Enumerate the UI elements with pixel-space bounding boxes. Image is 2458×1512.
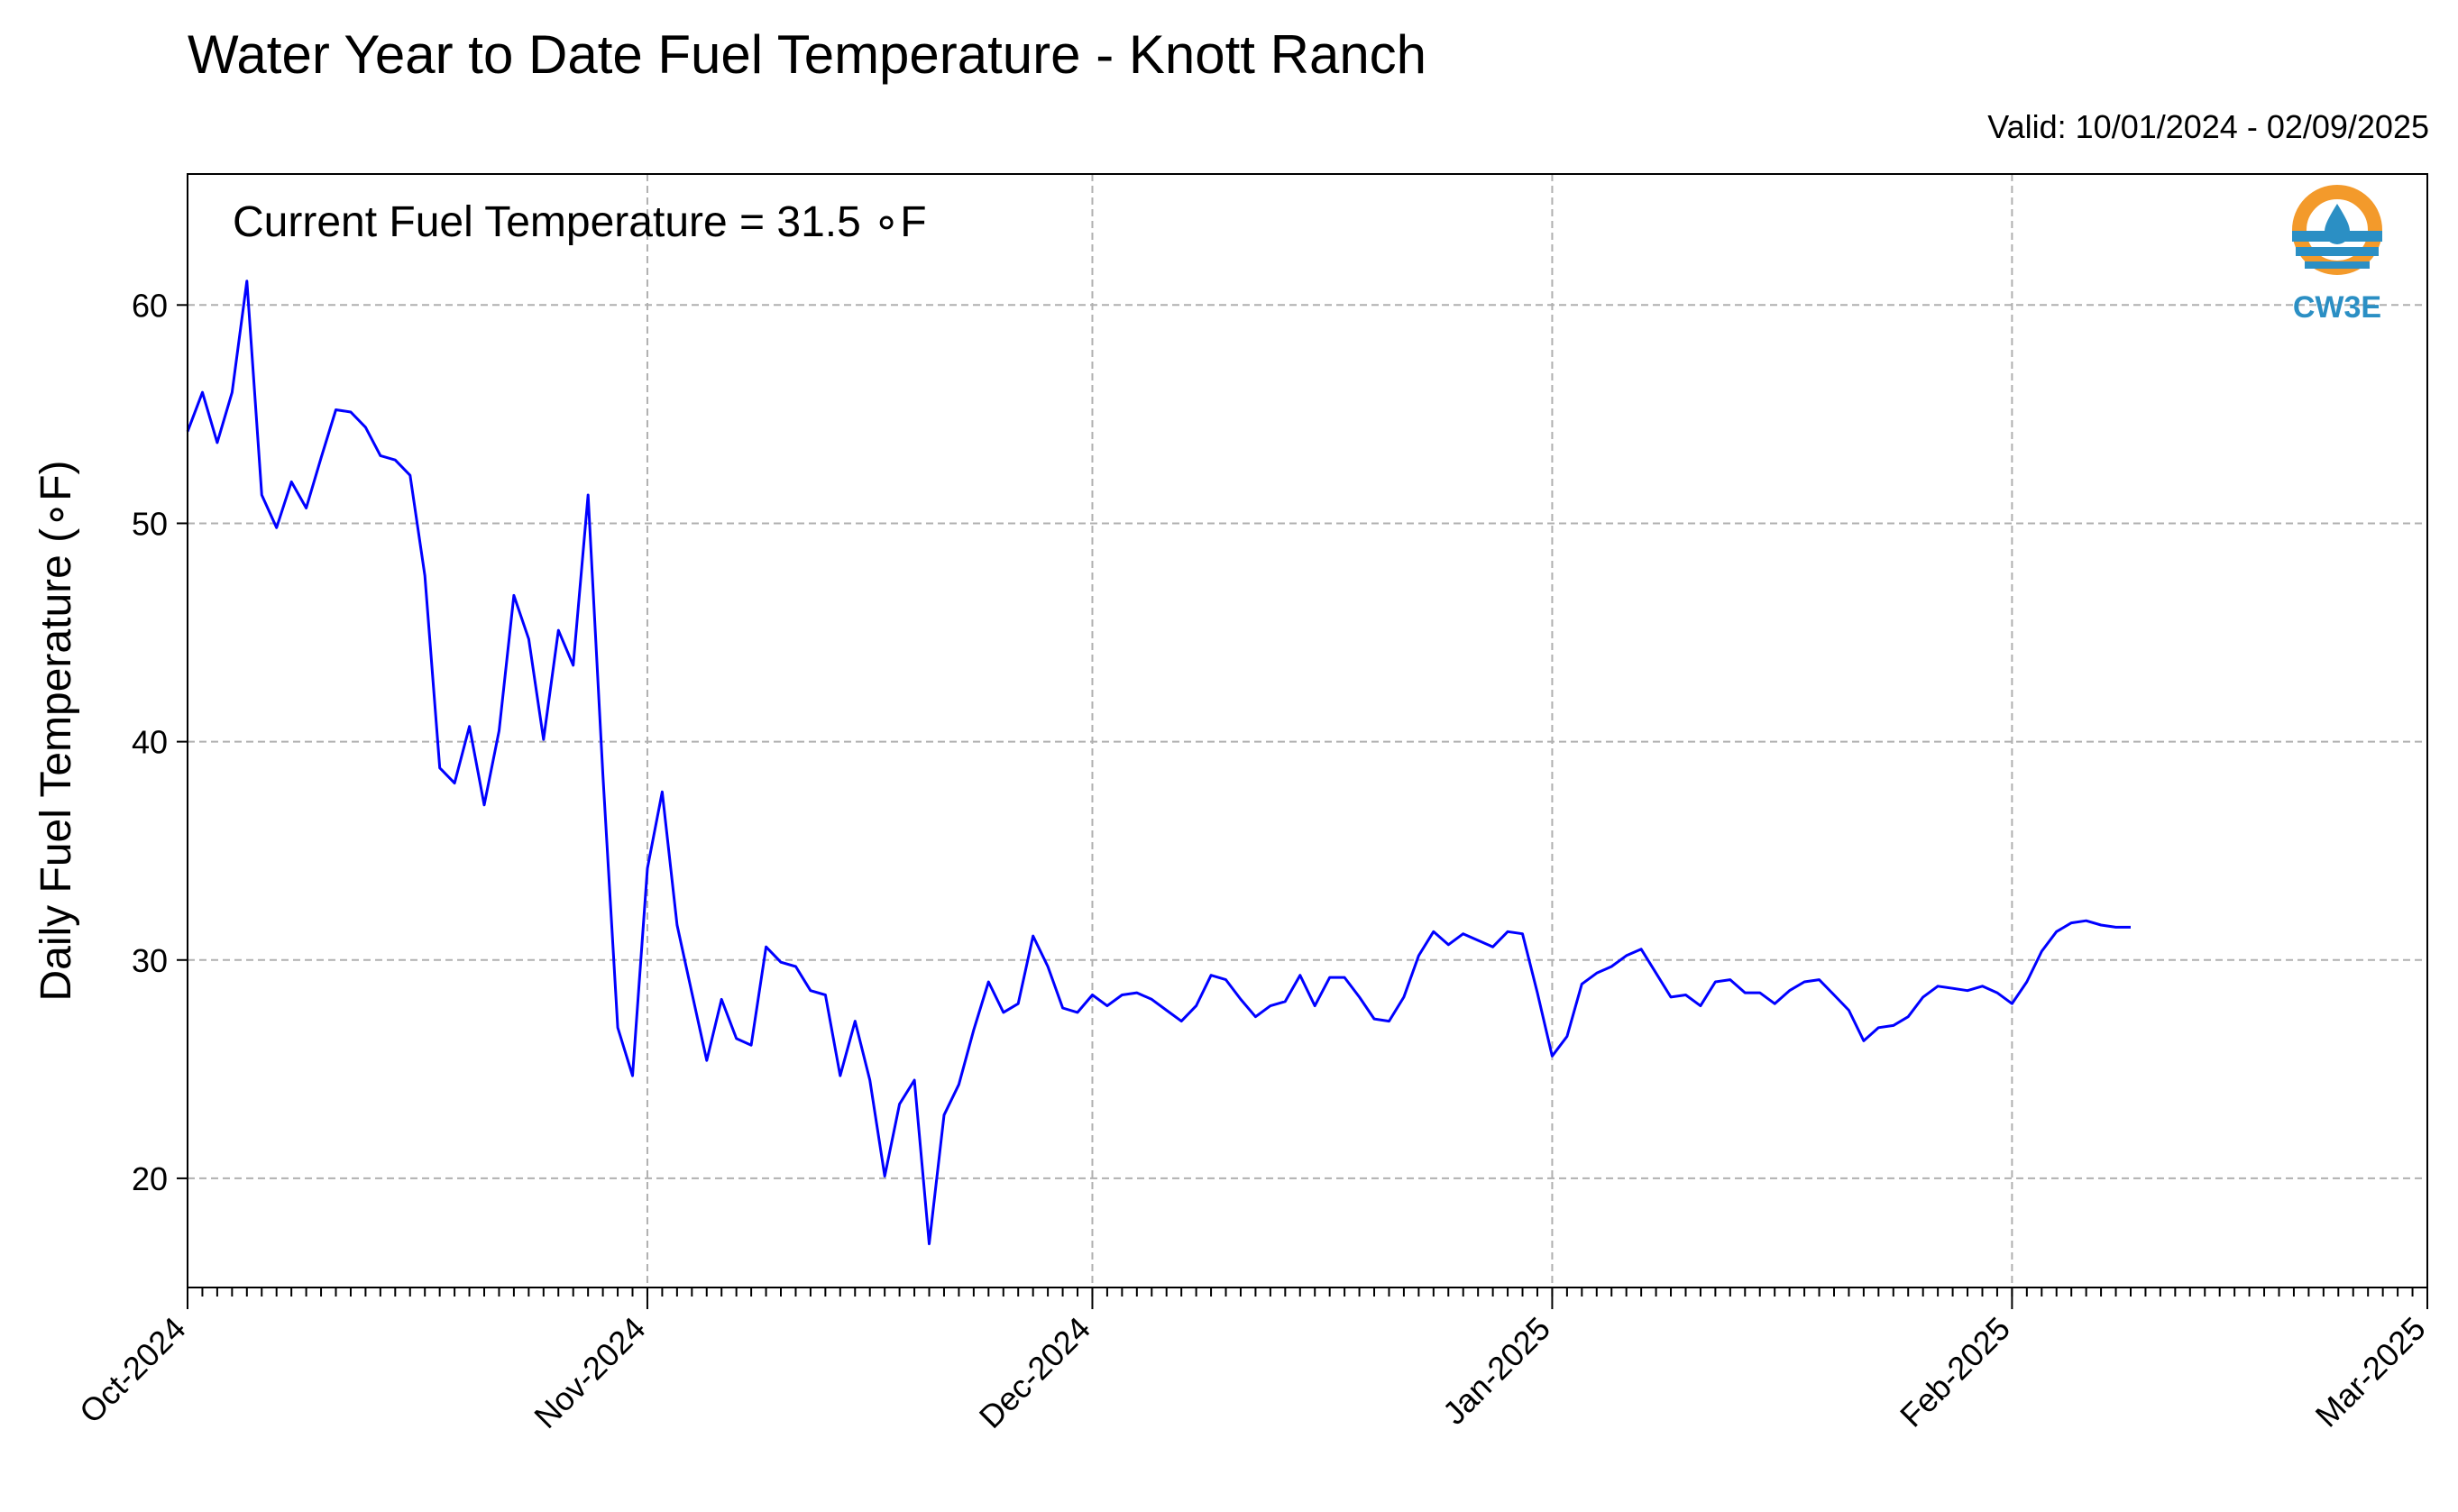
y-tick-label: 50 — [132, 505, 168, 542]
droplet-icon — [2325, 204, 2350, 244]
y-tick-label: 60 — [132, 287, 168, 324]
x-tick-label: Nov-2024 — [527, 1310, 652, 1435]
cw3e-logo: CW3E — [2292, 185, 2382, 325]
chart-title: Water Year to Date Fuel Temperature - Kn… — [188, 24, 1427, 85]
y-tick-label: 40 — [132, 724, 168, 761]
x-tick-label: Jan-2025 — [1435, 1310, 1557, 1432]
logo-wave-icon — [2305, 261, 2370, 269]
series-line — [186, 279, 2131, 1246]
x-tick-label: Mar-2025 — [2308, 1310, 2433, 1434]
x-tick-label: Dec-2024 — [972, 1310, 1097, 1435]
logo-wave-icon — [2296, 247, 2379, 256]
valid-date-range: Valid: 10/01/2024 - 02/09/2025 — [1987, 108, 2429, 145]
y-axis-label: Daily Fuel Temperature (∘F) — [32, 461, 80, 1002]
series-group — [186, 279, 2131, 1246]
x-axis-ticks: Oct-2024 Nov-2024 Dec-2024 Jan-2025 Feb-2025… — [72, 1287, 2433, 1435]
x-tick-label: Oct-2024 — [72, 1310, 193, 1431]
y-axis-ticks: 20 30 40 50 60 — [132, 287, 188, 1197]
plot-frame — [187, 173, 2428, 1288]
logo-text: CW3E — [2293, 290, 2381, 325]
grid-lines — [188, 174, 2427, 1287]
current-temperature-annotation: Current Fuel Temperature = 31.5 ∘F — [233, 198, 927, 246]
y-tick-label: 20 — [132, 1160, 168, 1197]
y-tick-label: 30 — [132, 942, 168, 979]
x-tick-label: Feb-2025 — [1893, 1310, 2017, 1434]
